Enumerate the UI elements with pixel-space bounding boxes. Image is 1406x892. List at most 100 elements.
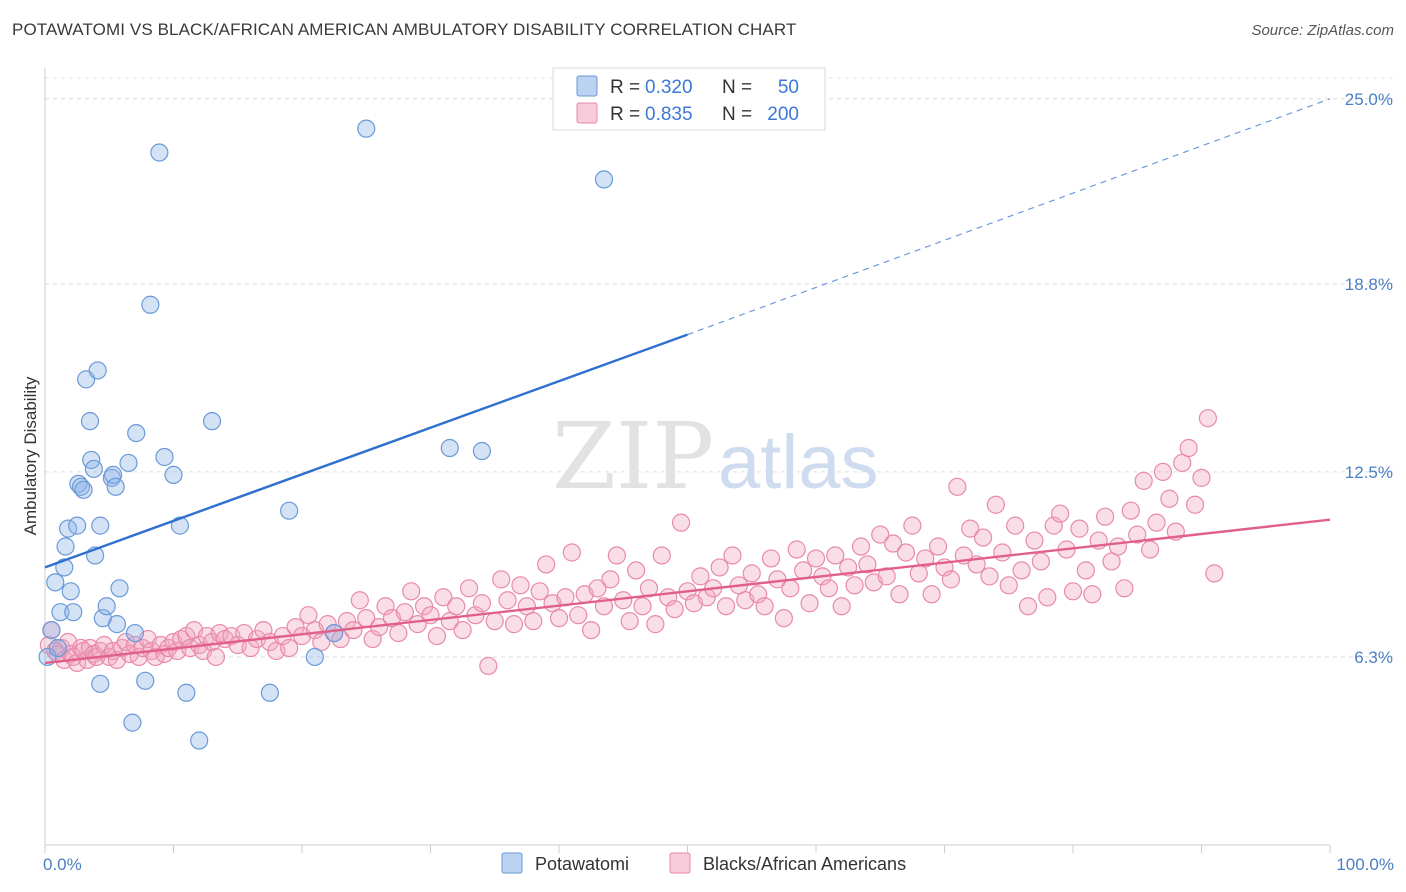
- data-point: [948, 477, 967, 496]
- data-point: [68, 516, 87, 535]
- data-point: [781, 579, 800, 598]
- data-point: [190, 731, 209, 750]
- data-point: [723, 546, 742, 565]
- legend-n-label: N =: [722, 77, 752, 98]
- data-point: [107, 615, 127, 634]
- data-point: [607, 546, 626, 565]
- data-point: [280, 501, 299, 520]
- bottom-legend-swatch: [501, 852, 523, 874]
- data-point: [102, 468, 121, 487]
- data-point: [155, 447, 174, 467]
- data-point: [350, 591, 369, 610]
- data-point: [91, 516, 110, 535]
- data-point: [325, 623, 344, 643]
- data-point: [1038, 588, 1057, 607]
- data-point: [119, 453, 138, 473]
- bottom-legend: Potawatomi Blacks/African Americans: [501, 852, 906, 874]
- data-point: [639, 579, 659, 598]
- watermark: ZIP atlas: [552, 403, 879, 510]
- data-point: [1153, 462, 1173, 482]
- data-point: [980, 567, 999, 586]
- data-point: [652, 546, 671, 565]
- data-point: [106, 477, 125, 496]
- data-point: [472, 594, 491, 613]
- data-point: [871, 525, 890, 544]
- data-point: [883, 534, 903, 553]
- data-point: [665, 600, 684, 619]
- data-point: [761, 549, 781, 568]
- data-point: [91, 674, 110, 693]
- data-point: [123, 713, 142, 732]
- data-point: [357, 119, 376, 138]
- data-point: [999, 576, 1018, 595]
- data-point: [177, 683, 196, 702]
- data-point: [1115, 579, 1134, 598]
- data-point: [434, 588, 453, 607]
- data-point: [986, 495, 1006, 514]
- x-tick-label: 0.0%: [43, 855, 82, 874]
- legend-n-label: N =: [722, 104, 752, 125]
- y-tick-label: 6.3%: [1354, 648, 1393, 667]
- data-point: [877, 567, 896, 586]
- data-point: [150, 143, 169, 162]
- data-point: [626, 561, 646, 580]
- data-point: [794, 561, 813, 580]
- data-point: [492, 570, 511, 589]
- data-point: [524, 612, 543, 631]
- data-point: [1134, 471, 1153, 490]
- data-point: [42, 620, 61, 640]
- data-point: [389, 623, 408, 643]
- data-point: [961, 519, 980, 538]
- data-point: [46, 573, 65, 592]
- data-point: [941, 570, 961, 589]
- data-point: [1185, 495, 1205, 514]
- data-point: [530, 582, 549, 601]
- data-point: [202, 412, 222, 431]
- data-point: [1096, 507, 1115, 526]
- data-point: [472, 441, 491, 461]
- data-point: [671, 513, 691, 532]
- data-point: [414, 597, 434, 616]
- data-point: [845, 576, 864, 595]
- bottom-legend-label: Blacks/African Americans: [703, 854, 906, 874]
- data-point: [601, 570, 620, 589]
- data-point: [691, 567, 710, 586]
- data-point: [1006, 516, 1025, 535]
- data-point: [839, 558, 858, 577]
- data-point: [170, 516, 190, 535]
- data-point: [84, 459, 103, 479]
- source-label: Source: ZipAtlas.com: [1251, 22, 1394, 39]
- data-point: [1012, 561, 1031, 580]
- data-point: [826, 546, 845, 565]
- data-point: [588, 579, 607, 598]
- data-point: [511, 576, 530, 595]
- data-point: [51, 603, 70, 622]
- y-tick-label: 18.8%: [1345, 275, 1393, 294]
- data-point: [569, 606, 588, 625]
- data-point: [136, 671, 155, 690]
- trend-line: [44, 518, 1331, 665]
- data-point: [127, 423, 146, 443]
- chart-title: POTAWATOMI VS BLACK/AFRICAN AMERICAN AMB…: [12, 20, 797, 39]
- data-point: [206, 647, 226, 667]
- data-point: [48, 638, 67, 658]
- data-point: [1192, 468, 1211, 487]
- data-point: [447, 597, 466, 616]
- data-point: [928, 537, 948, 556]
- data-point: [1076, 561, 1095, 580]
- data-point: [922, 585, 941, 604]
- data-point: [710, 558, 729, 577]
- data-point: [498, 591, 517, 610]
- bottom-legend-label: Potawatomi: [535, 854, 629, 874]
- data-point: [633, 597, 652, 616]
- data-point: [427, 626, 447, 646]
- data-point: [88, 361, 107, 380]
- data-point: [402, 582, 421, 601]
- legend-r-label: R =: [610, 77, 640, 98]
- data-point: [280, 638, 299, 658]
- data-point: [973, 528, 993, 547]
- data-point: [774, 609, 793, 628]
- data-point: [832, 597, 851, 616]
- data-point: [890, 585, 909, 604]
